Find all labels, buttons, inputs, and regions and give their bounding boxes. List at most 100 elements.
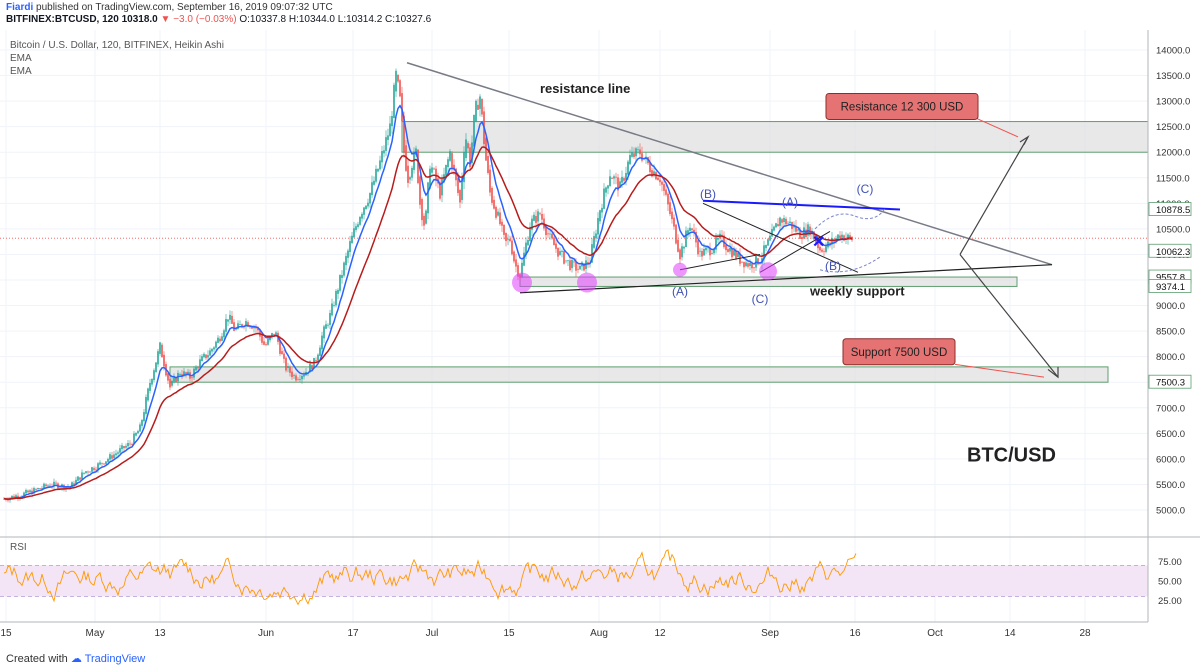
price-chart[interactable]: ✕ resistance line weekly support BTC/USD Re…	[0, 30, 1200, 652]
candle-body	[631, 152, 633, 157]
candle-body	[709, 247, 711, 256]
candle-body	[203, 353, 205, 358]
candle-body	[593, 236, 595, 248]
candle-body	[289, 366, 291, 373]
author-link[interactable]: Fiardi	[6, 2, 34, 13]
candle-body	[669, 202, 671, 214]
candle-body	[711, 253, 713, 254]
candle-body	[345, 256, 347, 266]
time-tick-label: 12	[654, 628, 666, 639]
wave-label: (A)	[782, 195, 798, 209]
candle-body	[159, 342, 161, 354]
candle-body	[745, 262, 747, 267]
candle-body	[819, 246, 821, 251]
candle-body	[567, 260, 569, 262]
candle-body	[353, 228, 355, 238]
candle-body	[157, 351, 159, 365]
candle-body	[793, 225, 795, 228]
candle-body	[547, 233, 549, 235]
candle-body	[271, 333, 273, 338]
price-label-box	[1148, 202, 1192, 216]
candle-body	[729, 247, 731, 252]
candle-body	[347, 250, 349, 258]
resistance-callout-text: Resistance 12 300 USD	[841, 101, 964, 113]
candle-body	[559, 251, 561, 255]
candle-body	[693, 229, 695, 233]
time-tick-label: May	[86, 628, 105, 639]
candle-body	[95, 469, 97, 471]
candle-body	[315, 360, 317, 361]
candle-body	[151, 378, 153, 385]
price-axis[interactable]: 5000.05500.06000.06500.07000.07500.08000…	[1147, 30, 1192, 622]
candle-body	[97, 463, 99, 470]
pivot-markers	[512, 262, 777, 293]
candle-body	[527, 240, 529, 246]
candle-body	[727, 249, 729, 253]
legend-ema-1: EMA	[10, 53, 32, 64]
candle-body	[209, 350, 211, 356]
candle-body	[349, 241, 351, 253]
candle-body	[175, 378, 177, 382]
candle-body	[77, 476, 79, 481]
candle-body	[583, 263, 585, 271]
candle-body	[769, 235, 771, 241]
rsi-tick-label: 50.00	[1158, 576, 1182, 587]
candle-body	[787, 222, 789, 224]
candle-body	[263, 341, 265, 345]
candle-body	[341, 275, 343, 278]
candle-body	[617, 177, 619, 191]
candle-body	[317, 354, 319, 361]
candle-body	[351, 235, 353, 244]
price-label: 9557.8	[1156, 273, 1185, 284]
candle-body	[597, 218, 599, 235]
candle-body	[455, 168, 457, 181]
candle-body	[367, 202, 369, 207]
candle-body	[457, 177, 459, 194]
candle-body	[123, 446, 125, 449]
candle-body	[269, 336, 271, 341]
candle-body	[233, 322, 235, 331]
candle-body	[595, 233, 597, 239]
candle-body	[119, 448, 121, 453]
candle-body	[125, 445, 127, 448]
candle-body	[477, 104, 479, 110]
arrow-down-head	[1047, 366, 1059, 379]
candle-body	[297, 379, 299, 381]
price-tick-label: 13500.0	[1156, 71, 1190, 82]
support-trendline	[519, 264, 1053, 294]
candle-body	[825, 246, 827, 252]
candle-body	[393, 84, 395, 119]
candle-body	[701, 250, 703, 257]
candle-body	[357, 224, 359, 227]
candle-body	[681, 246, 683, 258]
candle-body	[321, 335, 323, 350]
candle-body	[265, 344, 267, 345]
time-tick-label: Sep	[761, 628, 779, 639]
candle-body	[817, 241, 819, 249]
candle-body	[27, 490, 29, 493]
candle-body	[733, 250, 735, 256]
candle-body	[613, 176, 615, 179]
candle-body	[187, 371, 189, 374]
candle-body	[497, 211, 499, 216]
candle-body	[55, 482, 57, 484]
time-tick-label: Oct	[927, 628, 943, 639]
price-tick-label: 5500.0	[1156, 480, 1185, 491]
candle-body	[337, 290, 339, 294]
candle-body	[763, 245, 765, 260]
candle-body	[803, 227, 805, 239]
price-tick-label: 5000.0	[1156, 506, 1185, 517]
candle-body	[53, 481, 55, 487]
candle-body	[635, 148, 637, 157]
candle-body	[503, 224, 505, 235]
candle-body	[661, 181, 663, 185]
time-axis[interactable]: 15 May 13 Jun 17 Jul 15 Aug 12 Sep 16 Oct 14 28	[0, 621, 1148, 639]
candle-body	[291, 371, 293, 378]
candle-body	[365, 205, 367, 209]
candle-body	[121, 445, 123, 450]
candle-body	[59, 487, 61, 489]
candle-body	[587, 262, 589, 264]
footer-brand[interactable]: TradingView	[84, 653, 146, 665]
candle-body	[319, 347, 321, 356]
candle-body	[101, 462, 103, 464]
